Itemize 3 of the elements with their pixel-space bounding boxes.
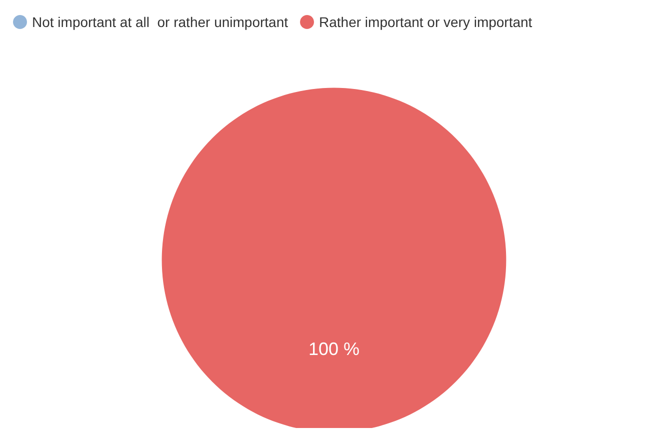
legend-label: Rather important or very important — [319, 14, 532, 30]
data-label: 100 % — [308, 339, 360, 360]
legend-label: Not important at all or rather unimportant — [32, 14, 288, 30]
